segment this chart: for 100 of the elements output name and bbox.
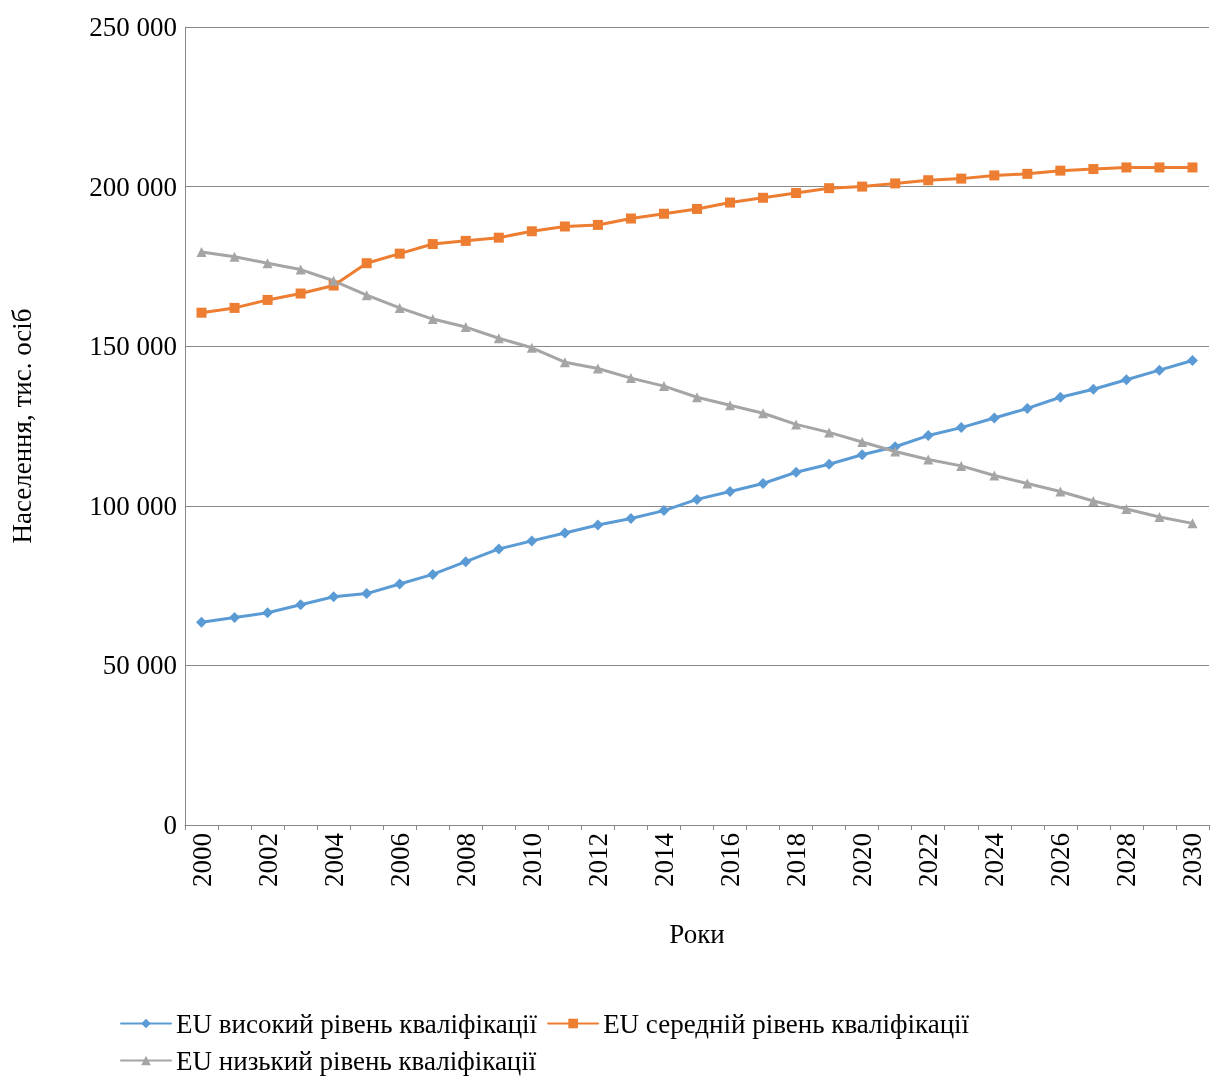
point: [229, 612, 241, 624]
point: [493, 232, 504, 243]
point: [262, 607, 274, 619]
point: [361, 290, 372, 301]
point: [328, 275, 339, 286]
point: [989, 170, 1000, 181]
point: [559, 527, 571, 539]
point: [658, 381, 669, 392]
x-tick-label: 2028: [1111, 833, 1142, 887]
point: [758, 408, 769, 419]
point: [758, 192, 769, 203]
point: [526, 535, 538, 547]
point: [1154, 162, 1165, 173]
point: [1087, 383, 1099, 395]
point: [823, 458, 835, 470]
point: [791, 187, 802, 198]
point: [361, 588, 373, 600]
point: [790, 466, 802, 478]
point: [1187, 162, 1198, 173]
point: [229, 251, 240, 262]
point: [923, 175, 934, 186]
x-tick-label: 2020: [847, 833, 878, 887]
point: [857, 436, 868, 447]
point: [427, 239, 438, 250]
point: [1021, 402, 1033, 414]
y-tick-label: 150 000: [89, 331, 177, 362]
x-tick-label: 2002: [252, 833, 283, 887]
point: [460, 235, 471, 246]
point: [262, 258, 273, 269]
y-tick-label: 0: [163, 810, 177, 840]
point: [658, 208, 669, 219]
point: [1022, 478, 1033, 489]
point: [1121, 503, 1132, 514]
point: [460, 322, 471, 333]
point: [625, 513, 637, 525]
point: [824, 183, 835, 194]
x-tick-label: 2014: [648, 832, 679, 887]
y-tick-label: 100 000: [89, 490, 177, 521]
point: [295, 264, 306, 275]
point: [526, 226, 537, 237]
point: [625, 213, 636, 224]
point: [1120, 374, 1132, 386]
point: [460, 556, 472, 568]
point: [890, 446, 901, 457]
x-tick-label: 2006: [384, 833, 415, 887]
point: [1088, 496, 1099, 507]
point: [394, 578, 406, 590]
x-tick-label: 2012: [582, 833, 613, 887]
point: [1055, 165, 1066, 176]
legend-label: EU високий рівень кваліфікації: [176, 1008, 538, 1039]
point: [725, 400, 736, 411]
point: [1022, 168, 1033, 179]
x-tick-label: 2022: [913, 833, 944, 887]
y-axis-title: Населення, тис. осіб: [6, 308, 37, 544]
point: [262, 294, 273, 305]
point: [890, 178, 901, 189]
point: [559, 357, 570, 368]
x-tick-label: 2000: [186, 833, 217, 887]
point: [229, 302, 240, 313]
point: [724, 485, 736, 497]
point: [1153, 364, 1165, 376]
point: [923, 454, 934, 465]
point: [196, 307, 207, 318]
point: [196, 247, 207, 258]
point: [361, 258, 372, 269]
point: [592, 519, 604, 531]
point: [956, 460, 967, 471]
point: [1055, 486, 1066, 497]
point: [725, 197, 736, 208]
point: [922, 430, 934, 442]
point: [592, 219, 603, 230]
x-axis-title: Роки: [669, 918, 725, 949]
point: [295, 599, 307, 611]
point: [658, 505, 670, 517]
x-tick-label: 2008: [450, 833, 481, 887]
point: [1054, 391, 1066, 403]
point: [1186, 355, 1198, 367]
x-tick-label: 2030: [1177, 833, 1208, 887]
x-tick-label: 2010: [516, 833, 547, 887]
point: [427, 314, 438, 325]
y-tick-label: 50 000: [102, 650, 177, 681]
x-tick-label: 2018: [781, 833, 812, 887]
x-tick-label: 2004: [318, 832, 349, 887]
point: [988, 412, 1000, 424]
x-tick-label: 2026: [1045, 833, 1076, 887]
point: [295, 288, 306, 299]
point: [394, 248, 405, 259]
point: [328, 591, 340, 603]
point: [692, 203, 702, 214]
point: [493, 333, 504, 344]
point: [394, 302, 405, 313]
point: [856, 449, 868, 461]
y-tick-label: 200 000: [89, 171, 177, 202]
point: [824, 427, 835, 438]
point: [1088, 164, 1099, 175]
x-tick-label: 2024: [979, 832, 1010, 887]
point: [989, 470, 1000, 481]
point: [526, 342, 537, 353]
point: [691, 493, 703, 505]
point: [1187, 518, 1198, 529]
